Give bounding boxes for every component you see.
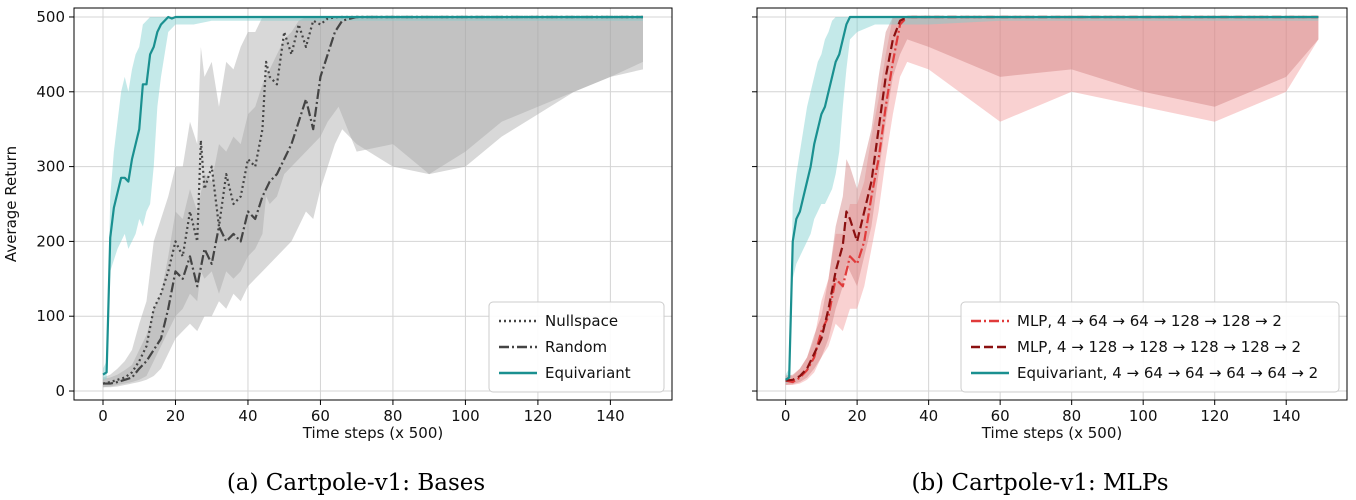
legend-mlps: MLP, 4 → 64 → 64 → 128 → 128 → 2 MLP, 4 →… <box>960 301 1340 393</box>
legend-label-bases-0: Nullspace <box>545 312 618 330</box>
xtick-label-120: 120 <box>524 407 553 425</box>
series-line-mlps-0 <box>785 15 1319 384</box>
xtick-label-140: 140 <box>596 407 625 425</box>
xtick-label-60: 60 <box>991 407 1010 425</box>
caption-bases: (a) Cartpole-v1: Bases <box>227 470 485 496</box>
ytick-label-100: 100 <box>36 307 65 325</box>
band-mlps-1 <box>785 16 1319 386</box>
series-line-mlps-2 <box>785 15 1319 381</box>
plot-area-mlps <box>785 15 1319 386</box>
legend-box-mlps <box>960 301 1340 393</box>
xtick-label-100: 100 <box>1129 407 1158 425</box>
axes-frame-bases <box>73 7 673 401</box>
legend-label-mlps-0: MLP, 4 → 64 → 64 → 128 → 128 → 2 <box>1017 312 1282 330</box>
ytick-label-300: 300 <box>36 158 65 176</box>
ytick-label-0: 0 <box>55 382 65 400</box>
legend-label-mlps-1: MLP, 4 → 128 → 128 → 128 → 128 → 2 <box>1017 338 1301 356</box>
x-axis-label-bases: Time steps (x 500) <box>302 424 444 442</box>
axes-frame-mlps <box>756 7 1348 401</box>
xtick-label-0: 0 <box>98 407 108 425</box>
plot-area-bases <box>102 15 644 388</box>
band-bases-1 <box>102 16 644 388</box>
x-axis-label-mlps: Time steps (x 500) <box>981 424 1123 442</box>
xtick-label-80: 80 <box>383 407 402 425</box>
legend-bases: Nullspace Random Equivariant <box>488 301 665 393</box>
xtick-label-60: 60 <box>311 407 330 425</box>
xtick-label-140: 140 <box>1272 407 1301 425</box>
band-bases-2 <box>102 16 644 380</box>
band-mlps-0 <box>785 16 1319 386</box>
xtick-label-0: 0 <box>781 407 791 425</box>
xtick-label-100: 100 <box>451 407 480 425</box>
chart-panel-bases: 0 20 40 60 80 100 120 140 0 100 200 300 400 500 Time s… <box>2 7 673 442</box>
legend-box-bases <box>488 301 665 393</box>
ytick-label-400: 400 <box>36 83 65 101</box>
xtick-label-20: 20 <box>848 407 867 425</box>
xtick-label-40: 40 <box>238 407 257 425</box>
band-bases-0 <box>102 16 644 388</box>
series-line-bases-2 <box>102 15 644 376</box>
chart-panel-mlps: 0 20 40 60 80 100 120 140 Time steps (x 500) MLP,… <box>752 7 1348 442</box>
y-axis-label-bases: Average Return <box>2 146 20 262</box>
xtick-label-40: 40 <box>919 407 938 425</box>
xtick-label-80: 80 <box>1062 407 1081 425</box>
xtick-label-20: 20 <box>166 407 185 425</box>
legend-label-bases-1: Random <box>545 338 607 356</box>
legend-label-bases-2: Equivariant <box>545 364 631 382</box>
caption-mlps: (b) Cartpole-v1: MLPs <box>911 470 1168 496</box>
legend-label-mlps-2: Equivariant, 4 → 64 → 64 → 64 → 64 → 2 <box>1017 364 1318 382</box>
xtick-label-120: 120 <box>1200 407 1229 425</box>
ytick-label-200: 200 <box>36 232 65 250</box>
ytick-label-500: 500 <box>36 8 65 26</box>
